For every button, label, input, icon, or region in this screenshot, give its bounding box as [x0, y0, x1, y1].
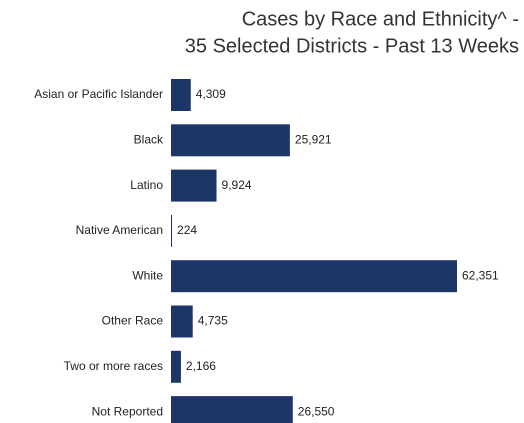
category-label: Native American — [76, 223, 163, 237]
category-label: Not Reported — [92, 404, 163, 418]
bar — [171, 260, 457, 293]
value-label: 62,351 — [462, 268, 499, 282]
chart-title: Cases by Race and Ethnicity^ - — [242, 8, 519, 30]
chart-title: 35 Selected Districts - Past 13 Weeks — [185, 35, 519, 57]
value-label: 25,921 — [295, 132, 332, 146]
bar — [171, 214, 173, 247]
value-label: 224 — [177, 223, 197, 237]
value-label: 2,166 — [186, 359, 216, 373]
value-label: 4,735 — [198, 314, 228, 328]
bar — [171, 396, 293, 423]
bar — [171, 79, 191, 111]
category-label: Two or more races — [64, 359, 163, 373]
value-label: 9,924 — [222, 178, 252, 192]
category-label: Asian or Pacific Islander — [34, 87, 163, 101]
bar — [171, 124, 290, 157]
category-label: Black — [134, 132, 164, 146]
bar — [171, 305, 193, 338]
category-label: White — [132, 268, 163, 282]
bar — [171, 169, 217, 202]
value-label: 26,550 — [298, 404, 335, 418]
category-label: Latino — [130, 178, 163, 192]
category-label: Other Race — [102, 314, 164, 328]
bar — [171, 350, 181, 383]
value-label: 4,309 — [196, 87, 226, 101]
